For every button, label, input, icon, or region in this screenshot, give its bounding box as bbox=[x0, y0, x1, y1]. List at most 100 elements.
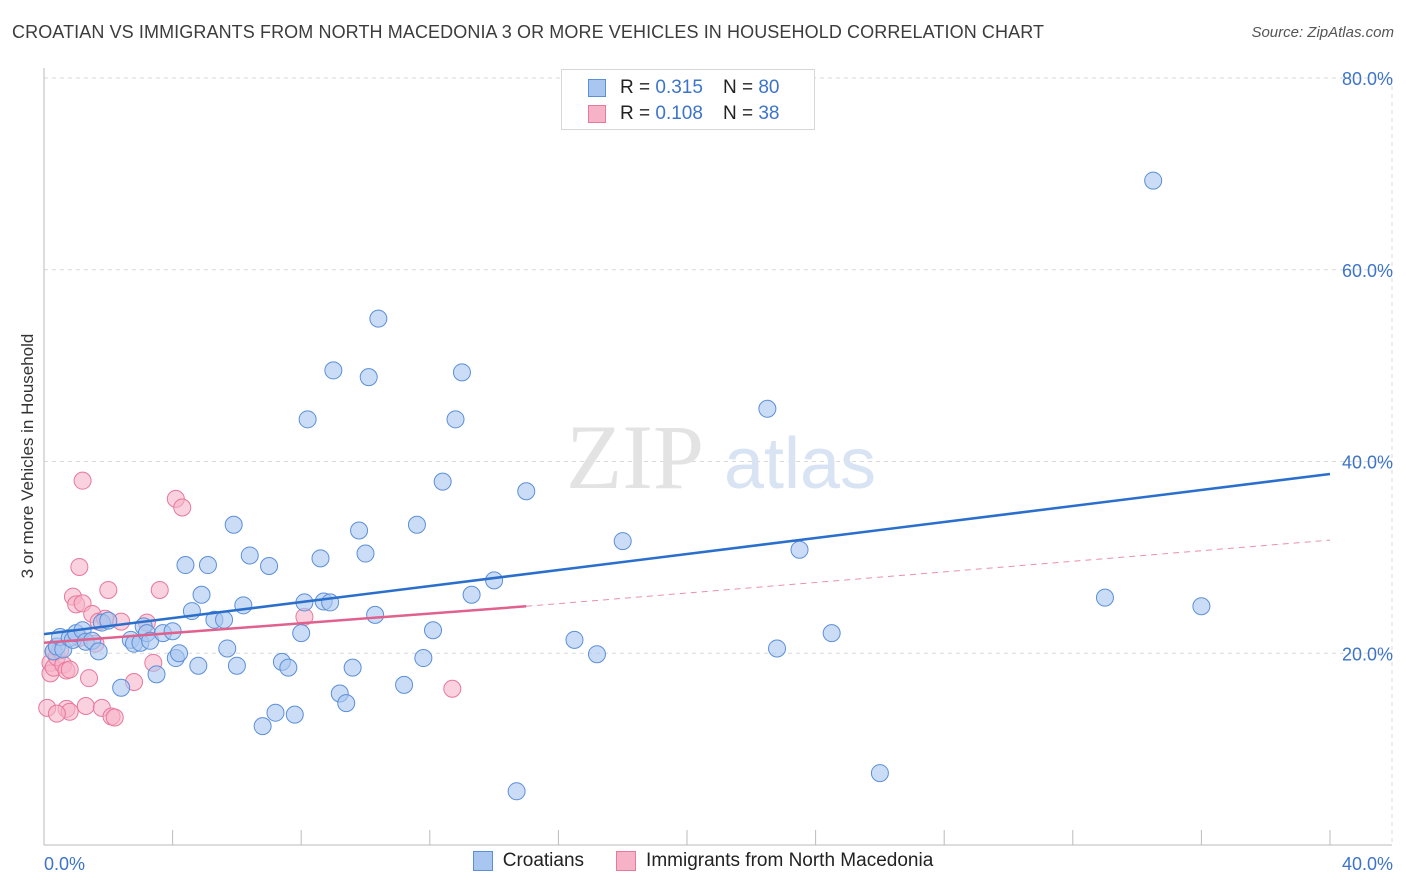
croatians-point bbox=[240, 546, 259, 565]
watermark-zip: ZIP bbox=[566, 406, 704, 508]
macedonia-point bbox=[47, 704, 66, 723]
croatians-point bbox=[170, 644, 189, 663]
macedonia-r-value: 0.108 bbox=[655, 103, 703, 124]
grid-lines bbox=[44, 77, 1393, 845]
axes bbox=[43, 68, 1392, 846]
croatians-point bbox=[292, 624, 311, 643]
croatians-point bbox=[452, 363, 471, 382]
macedonia-trend-line bbox=[43, 605, 527, 644]
macedonia-point bbox=[76, 696, 95, 715]
croatians-point bbox=[192, 585, 211, 604]
croatians-point bbox=[768, 639, 787, 658]
croatians-point bbox=[279, 658, 298, 677]
croatians-point bbox=[350, 521, 369, 540]
croatians-point bbox=[433, 472, 452, 491]
croatians-point bbox=[359, 368, 378, 387]
croatians-point bbox=[324, 361, 343, 380]
croatians-point bbox=[337, 694, 356, 713]
croatians-point bbox=[215, 610, 234, 629]
series-legend: Croatians Immigrants from North Macedoni… bbox=[0, 850, 1406, 872]
croatians-point bbox=[234, 596, 253, 615]
croatians-point bbox=[613, 532, 632, 551]
legend-row-macedonia: R = 0.108 N = 38 bbox=[588, 102, 779, 126]
croatians-point bbox=[189, 656, 208, 675]
croatians-point bbox=[517, 482, 536, 501]
croatians-point bbox=[414, 649, 433, 668]
n-label: N = bbox=[722, 103, 754, 124]
croatians-point bbox=[311, 549, 330, 568]
croatians-point bbox=[112, 678, 131, 697]
croatians-point bbox=[1192, 597, 1211, 616]
croatians-point bbox=[253, 717, 272, 736]
r-label: R = bbox=[620, 77, 651, 98]
y-tick-label: 80.0% bbox=[1342, 69, 1393, 89]
macedonia-legend-label: Immigrants from North Macedonia bbox=[646, 850, 934, 871]
macedonia-point bbox=[150, 580, 169, 599]
croatians-point bbox=[285, 705, 304, 724]
watermark-atlas: atlas bbox=[724, 424, 876, 504]
croatians-point bbox=[822, 624, 841, 643]
croatians-point bbox=[462, 585, 481, 604]
croatians-point bbox=[366, 605, 385, 624]
x-tick-label: 40.0% bbox=[1342, 854, 1393, 874]
trend-lines bbox=[43, 472, 1331, 644]
croatians-point bbox=[224, 515, 243, 534]
croatians-point bbox=[266, 703, 285, 722]
croatians-point bbox=[758, 399, 777, 418]
y-tick-label: 40.0% bbox=[1342, 453, 1393, 473]
macedonia-point bbox=[73, 471, 92, 490]
macedonia-point bbox=[60, 660, 79, 679]
croatians-point bbox=[369, 309, 388, 328]
legend-item-macedonia: Immigrants from North Macedonia bbox=[616, 850, 933, 872]
croatians-point bbox=[565, 630, 584, 649]
croatians-n-value: 80 bbox=[758, 77, 780, 98]
croatians-point bbox=[790, 540, 809, 559]
croatians-r-value: 0.315 bbox=[655, 77, 703, 98]
croatians-point bbox=[1095, 588, 1114, 607]
croatians-point bbox=[485, 571, 504, 590]
croatians-point bbox=[298, 410, 317, 429]
macedonia-legend-swatch bbox=[616, 851, 637, 871]
legend-row-croatians: R = 0.315 N = 80 bbox=[588, 76, 779, 100]
macedonia-point bbox=[105, 708, 124, 727]
x-tick-label: 0.0% bbox=[44, 854, 85, 874]
macedonia-point bbox=[70, 557, 89, 576]
croatians-point bbox=[446, 410, 465, 429]
macedonia-trend-extension bbox=[526, 539, 1331, 607]
n-label: N = bbox=[722, 77, 754, 98]
y-axis-label: 3 or more Vehicles in Household bbox=[18, 333, 37, 579]
croatians-point bbox=[870, 764, 889, 783]
croatians-point bbox=[587, 645, 606, 664]
croatians-point bbox=[1144, 171, 1163, 190]
r-label: R = bbox=[620, 103, 651, 124]
chart-title: CROATIAN VS IMMIGRANTS FROM NORTH MACEDO… bbox=[12, 22, 1045, 42]
y-tick-label: 20.0% bbox=[1342, 644, 1393, 664]
legend-item-croatians: Croatians bbox=[472, 850, 585, 872]
tick-labels: 20.0% 40.0% 60.0% 80.0% 0.0% 40.0% bbox=[44, 69, 1393, 874]
croatians-point bbox=[218, 639, 237, 658]
y-tick-label: 60.0% bbox=[1342, 261, 1393, 281]
croatians-point bbox=[343, 658, 362, 677]
source-label: Source: ZipAtlas.com bbox=[1251, 24, 1394, 41]
croatians-point bbox=[407, 515, 426, 534]
macedonia-swatch bbox=[588, 105, 606, 123]
croatians-point bbox=[227, 656, 246, 675]
croatians-point bbox=[163, 622, 182, 641]
macedonia-point bbox=[99, 580, 118, 599]
macedonia-point bbox=[80, 669, 99, 688]
croatians-point bbox=[147, 665, 166, 684]
stats-legend: R = 0.315 N = 80 R = 0.108 N = 38 bbox=[561, 69, 815, 130]
croatians-point bbox=[260, 557, 279, 576]
croatians-point bbox=[356, 544, 375, 563]
macedonia-point bbox=[443, 679, 462, 698]
croatians-point bbox=[507, 782, 526, 801]
croatians-swatch bbox=[588, 79, 606, 97]
croatians-point bbox=[424, 621, 443, 640]
croatians-point bbox=[89, 642, 108, 661]
croatians-legend-label: Croatians bbox=[502, 850, 585, 871]
croatians-legend-swatch bbox=[472, 851, 493, 871]
croatians-trend-line bbox=[43, 472, 1331, 636]
croatians-point bbox=[395, 675, 414, 694]
macedonia-n-value: 38 bbox=[758, 103, 780, 124]
